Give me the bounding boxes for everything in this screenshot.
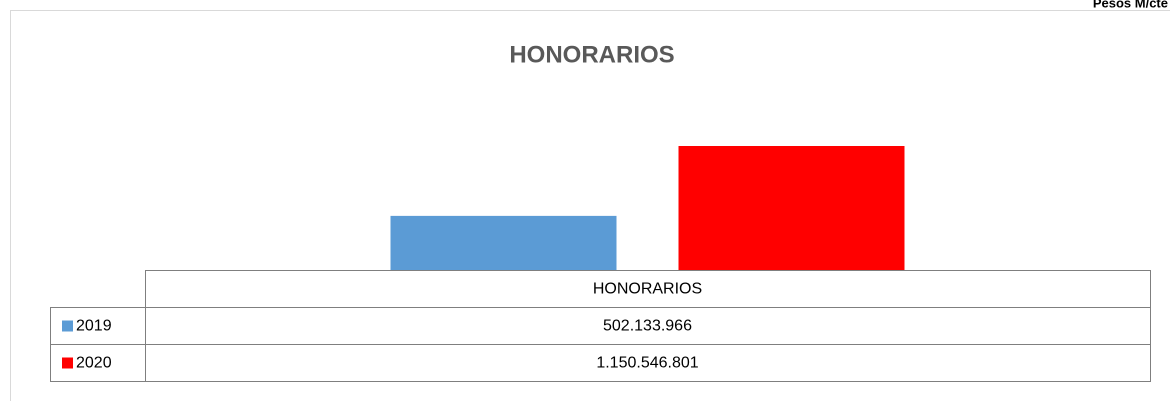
- legend-label: 2019: [76, 318, 112, 335]
- legend-key: [62, 320, 73, 332]
- legend-key: [62, 357, 73, 369]
- data-table-value: 502.133.966: [603, 318, 692, 335]
- legend-label: 2020: [76, 355, 112, 372]
- table-cell: [145, 344, 1151, 382]
- chart-title: HONORARIOS: [509, 41, 674, 68]
- category-label: HONORARIOS: [593, 281, 702, 298]
- bar: [390, 215, 617, 270]
- bar: [678, 146, 905, 270]
- chart-frame: [10, 10, 1170, 401]
- data-table-value: 1.150.546.801: [596, 355, 698, 372]
- unit-note: Pesos M/cte: [1093, 0, 1168, 10]
